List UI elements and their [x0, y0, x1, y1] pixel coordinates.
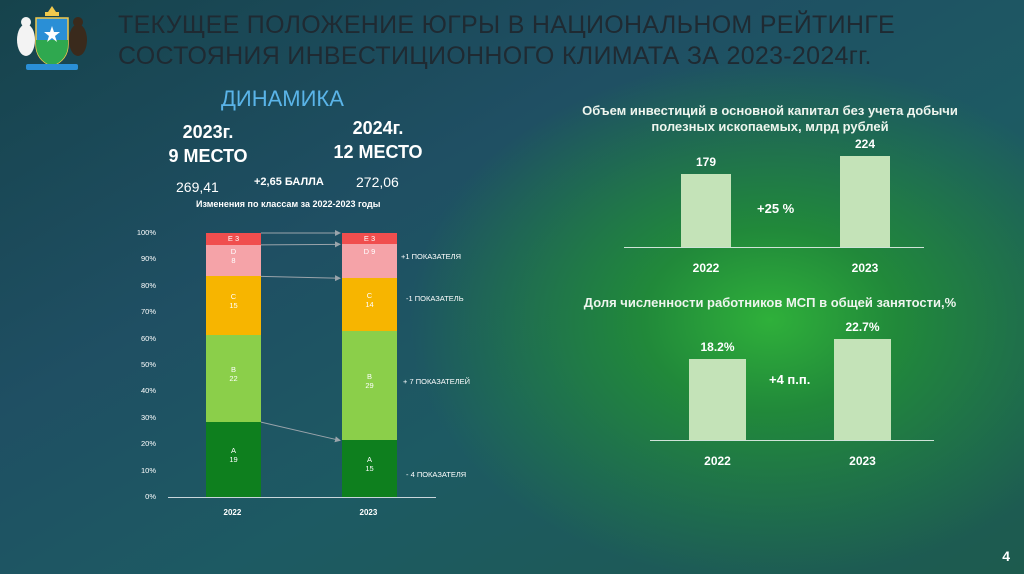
y-tick-label: 20% — [140, 439, 156, 449]
bar-segment-a-2023: A 15 — [342, 440, 397, 497]
bar-segment-c-2023: C 14 — [342, 278, 397, 332]
bar-segment-a-2022: A 19 — [206, 422, 261, 497]
rank-2024-place: 12 МЕСТО — [333, 142, 423, 162]
x-category-label: 2022 — [223, 508, 242, 517]
growth-label: +4 п.п. — [769, 372, 811, 387]
bar-category-label: 2022 — [704, 454, 731, 468]
bar-value-label: 18.2% — [700, 340, 735, 355]
bar-segment-e-2022: E 3 — [206, 233, 261, 245]
segment-label: B 29 — [365, 371, 374, 390]
bar-segment-b-2023: B 29 — [342, 331, 397, 441]
slide-title: ТЕКУЩЕЕ ПОЛОЖЕНИЕ ЮГРЫ В НАЦИОНАЛЬНОМ РЕ… — [118, 10, 998, 72]
x-axis-line — [650, 440, 934, 441]
bar-segment-c-2022: C 15 — [206, 276, 261, 336]
bar-category-label: 2022 — [692, 261, 720, 275]
class-change-note: - 4 ПОКАЗАТЕЛЯ — [406, 470, 467, 479]
segment-label: D 8 — [230, 246, 237, 265]
class-change-note: + 7 ПОКАЗАТЕЛЕЙ — [403, 377, 471, 386]
bar-segment-b-2022: B 22 — [206, 335, 261, 423]
y-tick-label: 60% — [140, 333, 156, 343]
transition-arrow — [260, 421, 341, 443]
segment-label: C 15 — [229, 291, 238, 310]
bar-value-label: 22.7% — [845, 320, 880, 334]
bar-value-label: 179 — [695, 155, 717, 170]
y-tick-label: 0% — [145, 492, 156, 501]
bar-category-label: 2023 — [851, 261, 879, 275]
bar-2022 — [681, 174, 731, 247]
coat-of-arms-logo — [17, 6, 87, 70]
bar-value-label: 224 — [854, 137, 876, 151]
score-2024: 272,06 — [356, 174, 399, 190]
bar-2023 — [840, 156, 890, 247]
segment-label: B 22 — [229, 364, 238, 383]
y-tick-label: 70% — [140, 307, 156, 317]
segment-label: C 14 — [365, 290, 374, 309]
rank-2023-year: 2023г. — [182, 122, 234, 142]
investment-chart-title: Объем инвестиций в основной капитал без … — [582, 103, 958, 134]
y-tick-label: 80% — [140, 280, 156, 290]
segment-label: A 19 — [229, 445, 238, 464]
y-tick-label: 10% — [140, 465, 156, 475]
sme-share-chart-title: Доля численности работников МСП в общей … — [583, 295, 957, 310]
segment-label: E 3 — [227, 234, 240, 243]
dynamics-heading: ДИНАМИКА — [221, 86, 344, 111]
class-change-note: +1 ПОКАЗАТЕЛЯ — [401, 252, 462, 261]
x-category-label: 2023 — [359, 508, 378, 517]
bar-2023 — [834, 339, 891, 440]
transition-arrow — [260, 275, 341, 282]
class-change-note: -1 ПОКАЗАТЕЛЬ — [406, 294, 464, 303]
segment-label: D 9 — [363, 247, 376, 257]
y-tick-label: 90% — [140, 254, 156, 264]
score-delta: +2,65 БАЛЛА — [254, 176, 324, 188]
stacked-class-chart: 0% 10% 20% 30% 40% 50% 60% 70% 80% 90% 100% A 19 B 2… — [136, 228, 471, 517]
y-tick-label: 40% — [140, 386, 156, 396]
slide-title-line2: СОСТОЯНИЯ ИНВЕСТИЦИОННОГО КЛИМАТА ЗА 202… — [118, 42, 872, 70]
rank-2023-place: 9 МЕСТО — [168, 146, 248, 166]
bar-segment-e-2023: E 3 — [342, 233, 397, 245]
rank-2024: 2024г. 12 МЕСТО — [318, 116, 438, 164]
score-2023: 269,41 — [176, 179, 219, 195]
rank-2023: 2023г. 9 МЕСТО — [148, 120, 268, 168]
bar-category-label: 2023 — [849, 454, 876, 468]
bar-segment-d-2022: D 8 — [206, 244, 261, 277]
transition-arrow — [260, 241, 341, 248]
y-tick-label: 30% — [140, 412, 156, 422]
slide-title-line1: ТЕКУЩЕЕ ПОЛОЖЕНИЕ ЮГРЫ В НАЦИОНАЛЬНОМ РЕ… — [118, 11, 896, 39]
bar-2022 — [689, 359, 746, 440]
rank-2024-year: 2024г. — [352, 118, 404, 138]
segment-label: A 15 — [365, 454, 374, 473]
segment-label: E 3 — [363, 234, 376, 243]
page-number: 4 — [1002, 548, 1010, 564]
x-axis-line — [168, 497, 436, 498]
bar-segment-d-2023: D 9 — [342, 244, 397, 279]
y-tick-label: 50% — [140, 360, 156, 369]
y-tick-label: 100% — [136, 228, 156, 237]
transition-arrows — [260, 230, 341, 443]
growth-label: +25 % — [757, 201, 795, 216]
x-axis-line — [624, 247, 924, 248]
stacked-chart-title: Изменения по классам за 2022-2023 годы — [196, 199, 381, 209]
